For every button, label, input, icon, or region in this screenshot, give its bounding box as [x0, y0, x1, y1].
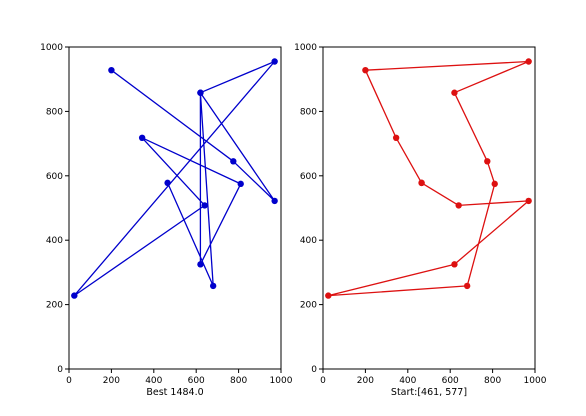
right-panel-ytick-label: 800 [300, 107, 317, 117]
left-panel-city-point [197, 261, 204, 268]
left-panel-ytick-label: 800 [46, 107, 63, 117]
left-panel-city-point [271, 58, 278, 65]
right-panel-axes-frame [322, 46, 536, 370]
left-panel-city-point [201, 202, 208, 209]
right-panel-city-point [484, 158, 491, 165]
right-panel-city-point [325, 292, 332, 299]
left-panel-city-point [230, 158, 237, 165]
right-panel-xtick-label: 0 [320, 376, 326, 386]
left-panel-city-point [138, 134, 146, 142]
left-panel-ytick-label: 400 [46, 236, 63, 246]
right-panel-xlabel: Start:[461, 577] [391, 387, 467, 398]
right-panel-city-point [362, 66, 369, 74]
right-panel-ytick-label: 600 [300, 172, 317, 182]
left-panel-city-point [271, 197, 278, 205]
left-panel-xtick-label: 400 [145, 376, 162, 386]
left-panel-city-point [209, 282, 217, 290]
left-panel-city-point [237, 180, 244, 188]
left-panel-axes-frame [68, 46, 282, 370]
left-panel-xtick-label: 200 [103, 376, 120, 386]
right-panel-ytick-label: 0 [311, 365, 317, 375]
right-panel-city-point [451, 89, 458, 96]
right-panel-start: 0 200 400 600 800 1000 0 200 400 600 800 1000 Start… [294, 43, 547, 398]
left-panel-city-point [164, 179, 171, 187]
right-panel-xtick-label: 600 [442, 376, 459, 386]
left-panel-city-point [197, 89, 204, 96]
right-panel-xtick-label: 400 [399, 376, 416, 386]
right-panel-city-point [491, 180, 498, 188]
left-panel-xtick-label: 800 [230, 376, 247, 386]
right-panel-city-point [392, 134, 400, 142]
right-panel-xtick-label: 800 [484, 376, 501, 386]
right-panel-ticks: 0 200 400 600 800 1000 0 200 400 600 800 1000 [294, 43, 547, 386]
left-panel-ticks: 0 200 400 600 800 1000 0 200 400 600 800 1000 [40, 43, 293, 386]
left-panel-city-point [71, 292, 78, 299]
right-panel-xtick-label: 1000 [524, 376, 547, 386]
left-panel-xlabel: Best 1484.0 [146, 387, 203, 398]
left-panel-city-point [108, 66, 115, 74]
left-panel-xtick-label: 600 [188, 376, 205, 386]
right-panel-city-point [525, 58, 532, 65]
right-panel-ytick-label: 400 [300, 236, 317, 246]
right-panel-city-point [525, 197, 532, 205]
right-panel-ytick-label: 200 [300, 301, 317, 311]
left-panel-ytick-label: 600 [46, 172, 63, 182]
left-panel-ytick-label: 200 [46, 301, 63, 311]
left-panel-ytick-label: 1000 [40, 43, 63, 53]
right-panel-ytick-label: 1000 [294, 43, 317, 53]
right-panel-city-point [463, 282, 471, 290]
right-panel-city-point [418, 179, 425, 187]
left-panel-ytick-label: 0 [57, 365, 63, 375]
left-panel-xtick-label: 1000 [270, 376, 293, 386]
right-panel-marks [325, 58, 532, 299]
right-panel-xtick-label: 200 [357, 376, 374, 386]
left-panel-best: 0 200 400 600 800 1000 0 200 400 600 800 1000 Best … [40, 43, 293, 398]
right-panel-city-point [451, 261, 458, 268]
left-panel-marks [71, 58, 278, 299]
right-panel-city-point [455, 202, 462, 209]
left-panel-xtick-label: 0 [66, 376, 72, 386]
